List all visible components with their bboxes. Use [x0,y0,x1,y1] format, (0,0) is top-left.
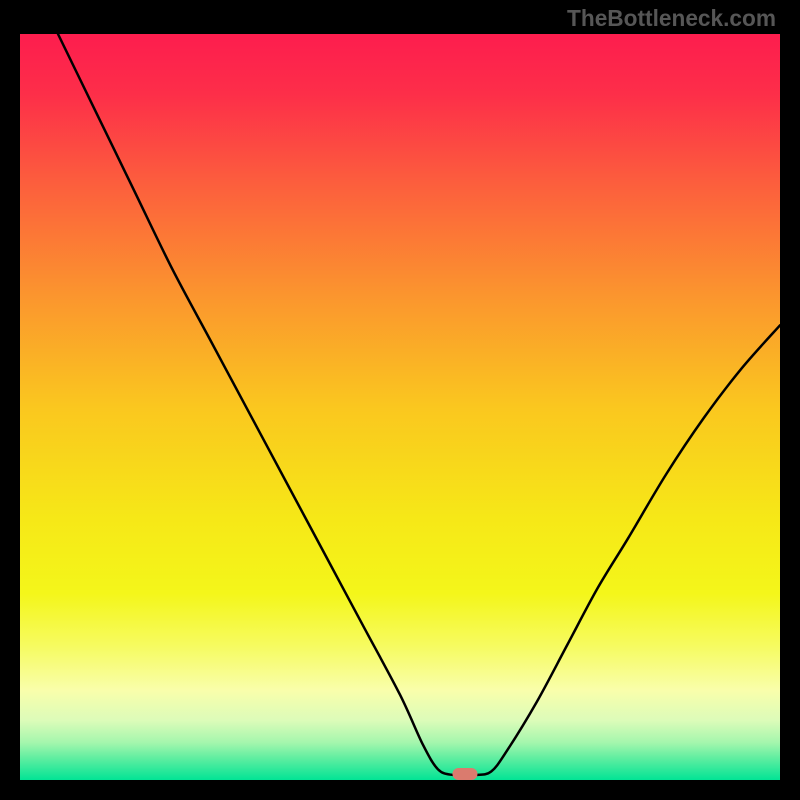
plot-area [20,34,780,780]
curve-path [58,34,780,776]
optimum-marker [452,768,477,780]
watermark-text: TheBottleneck.com [567,5,776,32]
chart-frame: TheBottleneck.com [0,0,800,800]
bottleneck-curve [20,34,780,780]
